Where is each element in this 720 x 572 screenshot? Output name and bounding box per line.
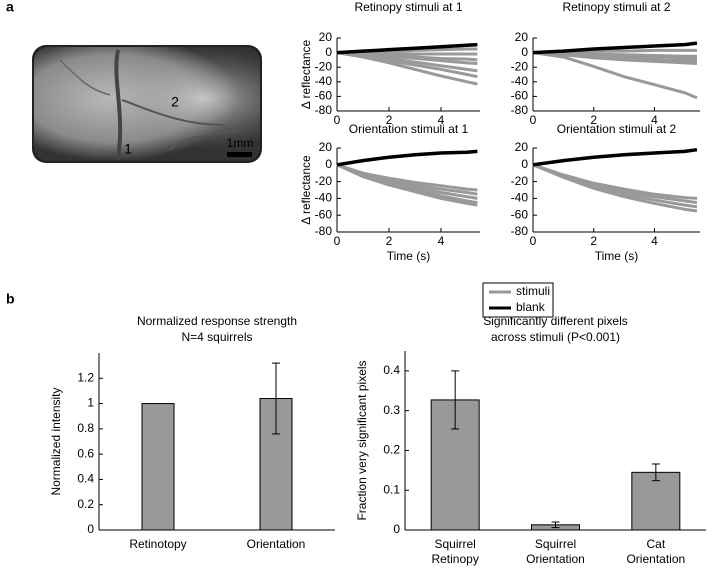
legend-label: stimuli <box>516 284 550 298</box>
y-tick-label: 20 <box>319 30 333 44</box>
y-tick-label: 0 <box>325 157 332 171</box>
line-series <box>336 42 478 55</box>
line-series <box>336 51 478 86</box>
bar <box>141 403 175 531</box>
chart-title: Retinopy stimuli at 2 <box>562 0 670 14</box>
line-series <box>532 41 698 55</box>
line-series <box>532 51 698 100</box>
y-tick-label: 0.4 <box>383 363 400 377</box>
chart-subtitle: across stimuli (P<0.001) <box>491 330 620 344</box>
y-tick-label: 0.8 <box>77 421 94 435</box>
y-tick-label: 20 <box>515 140 529 154</box>
y-tick-label: -60 <box>511 89 529 103</box>
image-label: 2 <box>171 94 179 110</box>
y-tick-label: -20 <box>511 59 529 73</box>
image-label: 1 <box>124 141 132 157</box>
y-tick-label: -80 <box>511 103 529 117</box>
y-axis-label: Fraction very significant pixels <box>355 360 369 520</box>
y-tick-label: -60 <box>315 207 333 221</box>
x-tick-label: 2 <box>590 113 597 127</box>
x-tick-label: 4 <box>651 234 658 248</box>
y-tick-label: 0.1 <box>383 482 400 496</box>
x-tick-label: 4 <box>438 234 445 248</box>
chart-title: Orientation stimuli at 2 <box>557 122 677 136</box>
x-tick-label: Squirrel <box>535 537 576 551</box>
x-axis-label: Time (s) <box>387 249 431 263</box>
x-tick-label: Orientation <box>626 552 685 566</box>
y-tick-label: -20 <box>511 174 529 188</box>
y-tick-label: 0.2 <box>77 497 94 511</box>
x-tick-label: 2 <box>590 234 597 248</box>
panel-label: a <box>6 0 14 15</box>
y-tick-label: -60 <box>511 207 529 221</box>
y-tick-label: 1 <box>87 396 94 410</box>
line-series <box>532 51 698 66</box>
y-axis-label: Δ reflectance <box>299 39 313 109</box>
x-tick-label: 4 <box>651 113 658 127</box>
y-tick-label: 0 <box>325 45 332 59</box>
x-tick-label: 0 <box>334 234 341 248</box>
y-tick-label: 0 <box>87 522 94 536</box>
x-axis-label: Time (s) <box>595 249 639 263</box>
y-tick-label: -20 <box>315 174 333 188</box>
y-tick-label: -20 <box>315 59 333 73</box>
y-tick-label: 0.6 <box>77 446 94 460</box>
scale-bar-label: 1mm <box>227 136 254 150</box>
legend-box <box>482 282 554 318</box>
x-tick-label: Cat <box>646 537 665 551</box>
x-tick-label: Retinotopy <box>129 537 186 551</box>
x-tick-label: 0 <box>334 113 341 127</box>
line-series <box>336 149 478 167</box>
y-tick-label: 0 <box>393 522 400 536</box>
x-tick-label: 0 <box>530 234 537 248</box>
brain-image <box>32 45 262 163</box>
chart-title: Normalized response strength <box>137 314 297 328</box>
y-tick-label: 0.4 <box>77 472 94 486</box>
y-axis-label: Δ reflectance <box>299 155 313 225</box>
line-series <box>532 147 698 167</box>
bar <box>631 471 681 531</box>
x-tick-label: Squirrel <box>434 537 475 551</box>
panel-label: b <box>6 291 15 307</box>
y-tick-label: -40 <box>315 74 333 88</box>
y-tick-label: -40 <box>511 74 529 88</box>
x-tick-label: 2 <box>386 113 393 127</box>
y-tick-label: 1.2 <box>77 370 94 384</box>
y-tick-label: 20 <box>319 140 333 154</box>
y-tick-label: -80 <box>315 103 333 117</box>
chart-title: Orientation stimuli at 1 <box>349 122 469 136</box>
legend-label: blank <box>516 300 546 314</box>
y-tick-label: -40 <box>315 191 333 205</box>
y-tick-label: 20 <box>515 30 529 44</box>
line-series <box>532 163 698 213</box>
y-tick-label: -80 <box>511 224 529 238</box>
y-axis-label: Normalized intensity <box>49 387 63 495</box>
chart-title: Retinopy stimuli at 1 <box>354 0 462 14</box>
x-tick-label: 4 <box>438 113 445 127</box>
chart-subtitle: N=4 squirrels <box>181 330 252 344</box>
y-tick-label: 0.3 <box>383 403 400 417</box>
y-tick-label: -80 <box>315 224 333 238</box>
y-tick-label: 0.2 <box>383 443 400 457</box>
x-tick-label: 2 <box>386 234 393 248</box>
y-tick-label: 0 <box>521 157 528 171</box>
line-series <box>336 163 478 207</box>
y-tick-label: 0 <box>521 45 528 59</box>
chart-title: Significantly different pixels <box>483 314 628 328</box>
x-tick-label: 0 <box>530 113 537 127</box>
x-tick-label: Retinopy <box>431 552 478 566</box>
y-tick-label: -40 <box>511 191 529 205</box>
x-tick-label: Orientation <box>526 552 585 566</box>
x-tick-label: Orientation <box>247 537 306 551</box>
y-tick-label: -60 <box>315 89 333 103</box>
